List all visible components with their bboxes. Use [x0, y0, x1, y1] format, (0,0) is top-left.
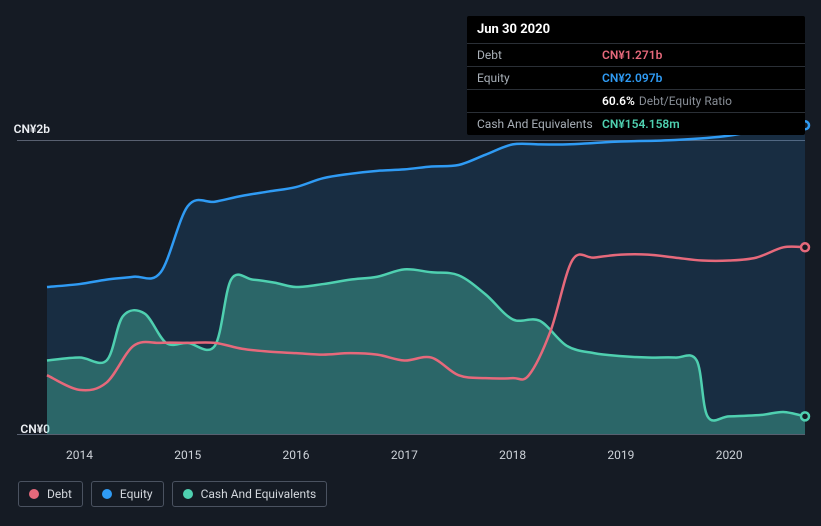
x-axis-label: 2020: [716, 448, 743, 462]
tooltip-value: CN¥1.271b: [602, 48, 662, 62]
tooltip-value: 60.6%Debt/Equity Ratio: [602, 94, 732, 108]
tooltip-value: CN¥154.158m: [602, 117, 680, 131]
chart-plot[interactable]: [47, 140, 805, 434]
legend-label: Cash And Equivalents: [201, 487, 317, 501]
tooltip-label: Debt: [477, 48, 602, 62]
tooltip-row: Cash And EquivalentsCN¥154.158m: [467, 112, 805, 135]
x-axis-label: 2018: [499, 448, 526, 462]
y-axis-label-max: CN¥2b: [14, 122, 50, 136]
tooltip-label: Cash And Equivalents: [477, 117, 602, 131]
tooltip-date: Jun 30 2020: [467, 16, 805, 43]
gridline-bottom: [17, 434, 805, 435]
cash-swatch: [183, 489, 193, 499]
legend-item-cash[interactable]: Cash And Equivalents: [172, 481, 328, 507]
x-axis-label: 2019: [607, 448, 634, 462]
chart-tooltip: Jun 30 2020 DebtCN¥1.271bEquityCN¥2.097b…: [467, 16, 805, 135]
tooltip-label: Equity: [477, 71, 602, 85]
tooltip-row: EquityCN¥2.097b: [467, 66, 805, 89]
legend-label: Debt: [47, 487, 72, 501]
tooltip-row: DebtCN¥1.271b: [467, 43, 805, 66]
legend: Debt Equity Cash And Equivalents: [18, 481, 327, 507]
x-axis-label: 2015: [174, 448, 201, 462]
x-axis-label: 2016: [283, 448, 310, 462]
x-axis-label: 2017: [391, 448, 418, 462]
debt-swatch: [29, 489, 39, 499]
debt-end-dot: [801, 243, 809, 251]
legend-item-debt[interactable]: Debt: [18, 481, 83, 507]
legend-label: Equity: [120, 487, 153, 501]
tooltip-value: CN¥2.097b: [602, 71, 662, 85]
x-axis-label: 2014: [66, 448, 93, 462]
tooltip-label: [477, 94, 602, 108]
cash-end-dot: [801, 412, 809, 420]
legend-item-equity[interactable]: Equity: [91, 481, 164, 507]
equity-swatch: [102, 489, 112, 499]
tooltip-row: 60.6%Debt/Equity Ratio: [467, 89, 805, 112]
